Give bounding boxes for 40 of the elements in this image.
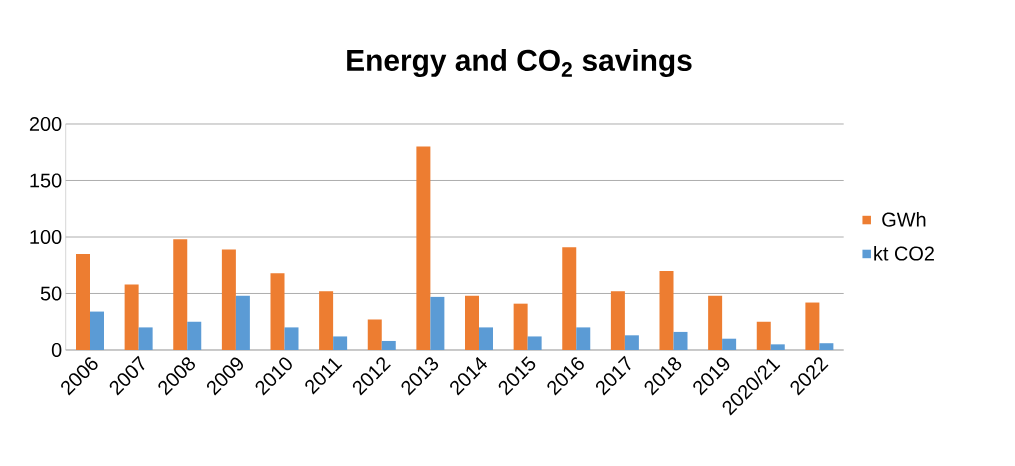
bar (722, 338, 737, 350)
bar (367, 319, 382, 350)
y-tick-label: 200 (29, 116, 62, 132)
bar (138, 327, 153, 350)
y-tick-label: 0 (51, 342, 62, 358)
bar (76, 253, 90, 350)
chart-title: Energy and CO$_{2}$ savings (347, 49, 692, 77)
bar (819, 343, 834, 350)
bar (284, 327, 299, 350)
bar (805, 302, 820, 350)
y-tick-label: 150 (30, 173, 62, 188)
bar (562, 247, 577, 350)
legend-label: GWh (882, 212, 926, 227)
bar (90, 311, 104, 350)
bar (576, 327, 591, 350)
legend-label: kt CO2 (874, 245, 934, 261)
bar (756, 321, 771, 350)
bar (673, 331, 688, 350)
bar (333, 336, 348, 350)
bar (513, 303, 528, 350)
bar (770, 344, 785, 350)
bar (221, 249, 236, 350)
bar (624, 335, 639, 350)
bar (416, 146, 431, 350)
bar (124, 284, 139, 350)
bar (708, 295, 723, 350)
bar (235, 295, 250, 350)
bar (610, 291, 625, 350)
y-tick-label: 100 (30, 229, 62, 245)
bar (187, 321, 202, 350)
bar (270, 273, 285, 350)
bar (173, 239, 188, 350)
bar (430, 296, 445, 350)
bar (479, 327, 493, 350)
bar (319, 291, 334, 350)
bar (381, 340, 396, 350)
bar (465, 295, 479, 350)
bar (659, 270, 674, 350)
y-tick-label: 50 (40, 286, 62, 301)
bar (527, 336, 542, 350)
